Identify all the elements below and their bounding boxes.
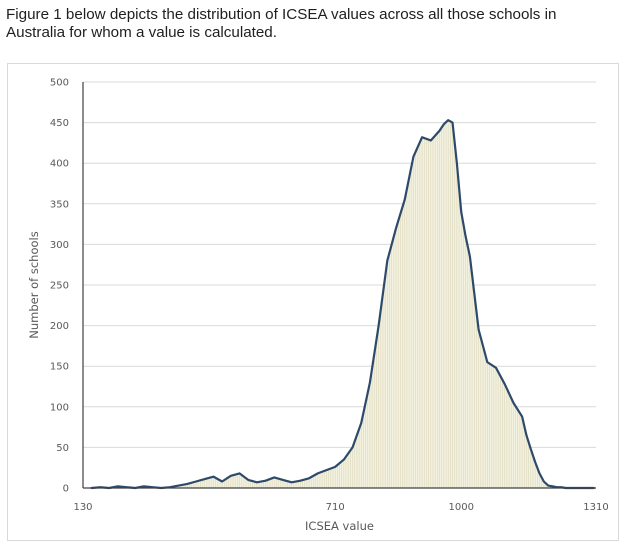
y-tick-label: 200 bbox=[50, 321, 69, 332]
x-axis-title: ICSEA value bbox=[305, 519, 374, 533]
tick-labels: 0 50 100 150 200 250 300 350 400 450 500 130 710 1000… bbox=[50, 78, 609, 514]
y-tick-label: 50 bbox=[56, 443, 69, 454]
x-tick-label: 710 bbox=[326, 502, 345, 513]
y-tick-label: 250 bbox=[50, 281, 69, 292]
gridlines bbox=[83, 81, 596, 448]
area-fill bbox=[91, 120, 594, 488]
y-tick-label: 100 bbox=[50, 402, 69, 413]
y-tick-label: 0 bbox=[63, 484, 69, 495]
distribution-line bbox=[90, 119, 595, 490]
x-tick-label: 130 bbox=[73, 502, 92, 513]
y-tick-label: 350 bbox=[50, 199, 69, 210]
y-tick-label: 450 bbox=[50, 118, 69, 129]
y-tick-label: 150 bbox=[50, 362, 69, 373]
x-tick-label: 1000 bbox=[449, 502, 474, 513]
y-axis-title: Number of schools bbox=[27, 231, 41, 338]
axes bbox=[82, 82, 596, 489]
y-tick-label: 500 bbox=[50, 78, 69, 89]
y-tick-label: 400 bbox=[50, 159, 69, 170]
intro-paragraph: Figure 1 below depicts the distribution … bbox=[6, 6, 557, 41]
x-tick-label: 1310 bbox=[583, 502, 608, 513]
distribution-fill bbox=[91, 120, 594, 488]
series-line bbox=[90, 119, 595, 490]
y-tick-label: 300 bbox=[50, 240, 69, 251]
